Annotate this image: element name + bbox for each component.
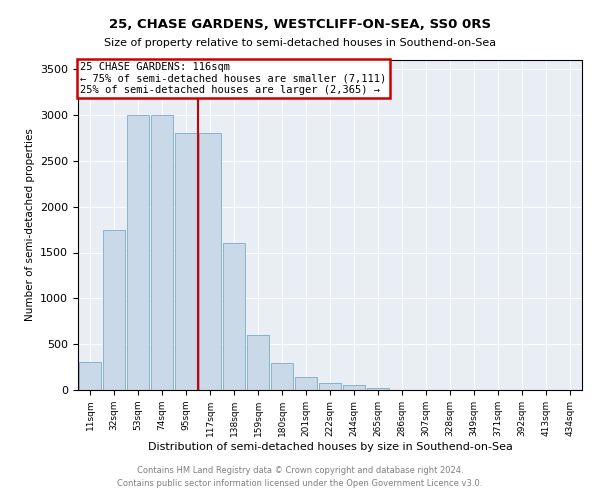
Bar xyxy=(295,377,317,390)
Bar xyxy=(103,230,125,390)
Bar xyxy=(223,244,245,390)
Bar xyxy=(199,134,221,390)
Bar xyxy=(343,386,365,390)
Y-axis label: Number of semi-detached properties: Number of semi-detached properties xyxy=(25,128,35,322)
Text: 25, CHASE GARDENS, WESTCLIFF-ON-SEA, SS0 0RS: 25, CHASE GARDENS, WESTCLIFF-ON-SEA, SS0… xyxy=(109,18,491,30)
X-axis label: Distribution of semi-detached houses by size in Southend-on-Sea: Distribution of semi-detached houses by … xyxy=(148,442,512,452)
Bar xyxy=(271,362,293,390)
Bar xyxy=(247,335,269,390)
Text: Size of property relative to semi-detached houses in Southend-on-Sea: Size of property relative to semi-detach… xyxy=(104,38,496,48)
Bar xyxy=(175,134,197,390)
Bar xyxy=(127,115,149,390)
Text: 25 CHASE GARDENS: 116sqm
← 75% of semi-detached houses are smaller (7,111)
25% o: 25 CHASE GARDENS: 116sqm ← 75% of semi-d… xyxy=(80,62,386,95)
Bar xyxy=(79,362,101,390)
Bar xyxy=(319,382,341,390)
Bar xyxy=(367,388,389,390)
Text: Contains HM Land Registry data © Crown copyright and database right 2024.
Contai: Contains HM Land Registry data © Crown c… xyxy=(118,466,482,487)
Bar xyxy=(151,115,173,390)
